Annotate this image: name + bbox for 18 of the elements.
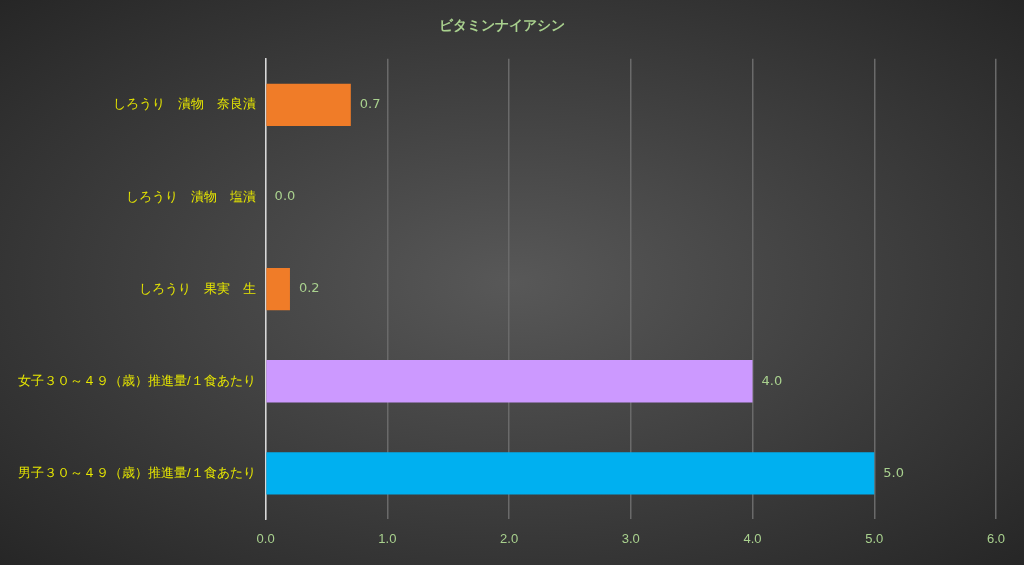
data-label: 0.0 xyxy=(274,188,296,204)
data-label: 5.0 xyxy=(883,464,904,480)
y-tick-label: しろうり 果実 生 xyxy=(138,280,256,296)
y-tick-label: しろうり 漬物 奈良漬 xyxy=(112,96,256,112)
data-label: 0.7 xyxy=(359,96,381,112)
x-tick-label: 5.0 xyxy=(865,530,884,546)
data-label: 4.0 xyxy=(761,372,783,388)
x-tick-label: 0.0 xyxy=(256,530,275,546)
y-tick-label: しろうり 漬物 塩漬 xyxy=(125,188,256,204)
x-tick-label: 2.0 xyxy=(500,530,519,546)
chart-title: ビタミンナイアシン xyxy=(439,17,565,34)
y-tick-label: 男子３０～４９（歳）推進量/１食あたり xyxy=(17,464,256,480)
y-tick-label: 女子３０～４９（歳）推進量/１食あたり xyxy=(17,372,256,388)
x-tick-label: 4.0 xyxy=(743,530,762,546)
x-tick-label: 1.0 xyxy=(378,530,397,546)
x-tick-label: 6.0 xyxy=(986,530,1006,546)
data-label: 0.2 xyxy=(298,280,320,296)
x-tick-label: 3.0 xyxy=(621,530,640,546)
